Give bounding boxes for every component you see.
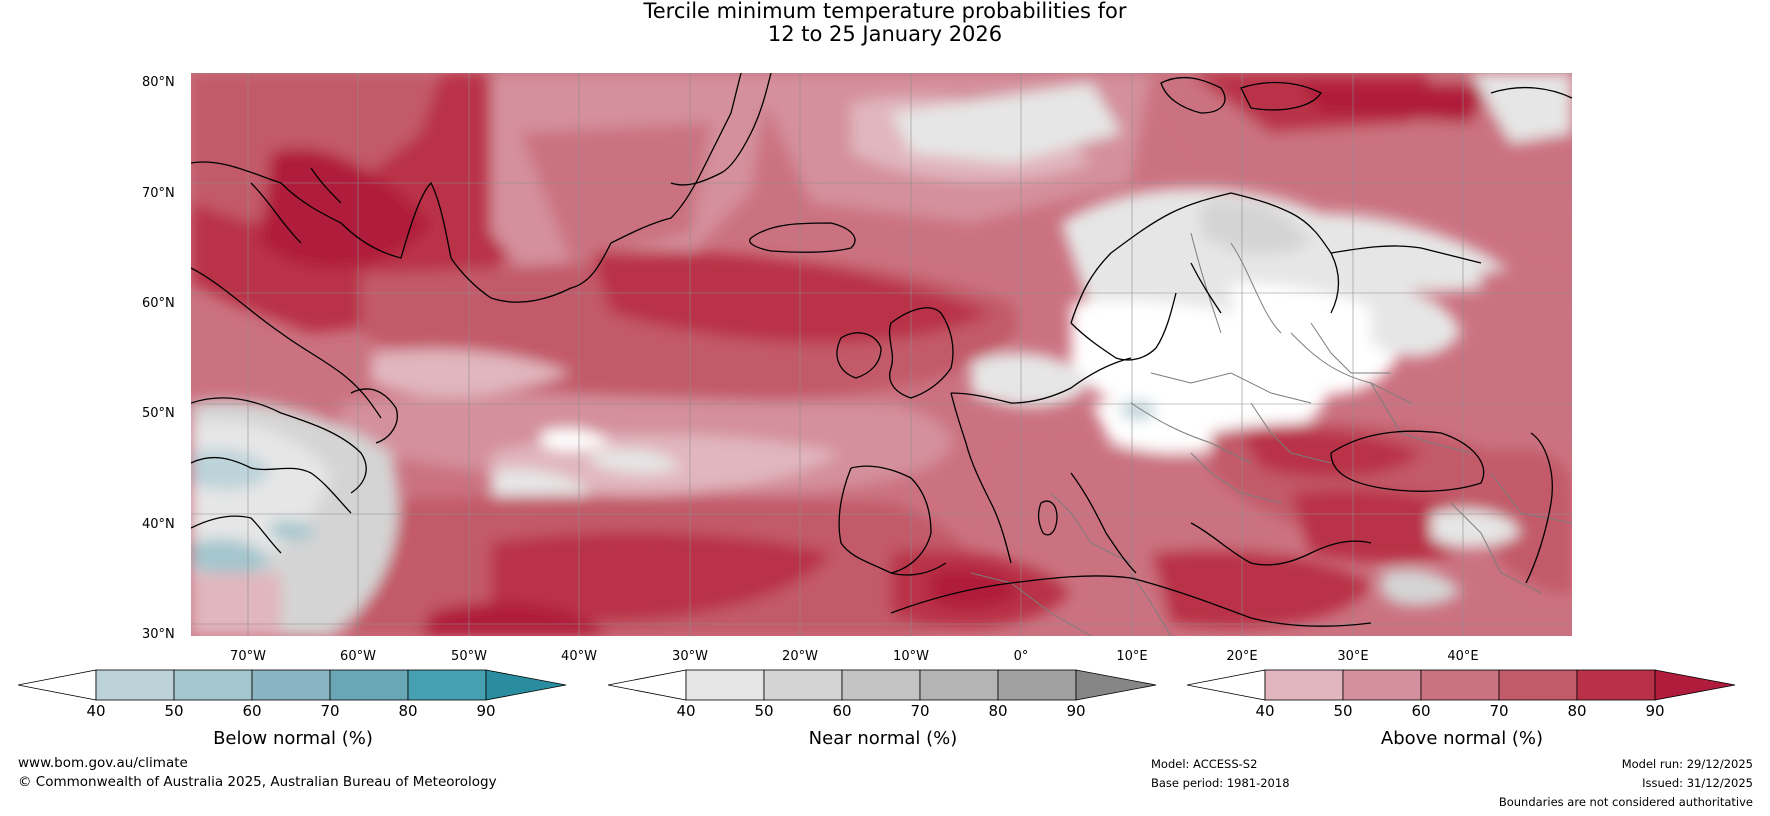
legend-below-normal: 40 50 60 70 80 90 Below normal (%) [18, 668, 568, 758]
legend-above-normal: 40 50 60 70 80 90 Above normal (%) [1187, 668, 1737, 758]
coastlines [191, 73, 1572, 627]
colorbar-above-upper-arrow [1654, 669, 1736, 701]
lon-label-40w: 40°W [561, 649, 597, 664]
probability-map [191, 73, 1572, 636]
legend-near-tick-90: 90 [1066, 702, 1086, 720]
legend-above-tick-90: 90 [1645, 702, 1665, 720]
graticule [191, 73, 1572, 636]
colorbar-below-bin-70-80 [329, 669, 409, 701]
lon-label-20w: 20°W [782, 649, 818, 664]
probability-map-canvas [191, 73, 1572, 636]
colorbar-above-lower-arrow [1187, 669, 1266, 701]
copyright-text: © Commonwealth of Australia 2025, Austra… [18, 774, 497, 790]
model-run-date: Model run: 29/12/2025 [1621, 757, 1753, 771]
colorbar-above-bin-50-60 [1342, 669, 1422, 701]
legend-below-title: Below normal (%) [213, 728, 373, 749]
legend-near-tick-80: 80 [988, 702, 1008, 720]
lon-label-60w: 60°W [340, 649, 376, 664]
colorbar-below-bin-50-60 [173, 669, 253, 701]
legend-near-tick-60: 60 [832, 702, 852, 720]
colorbar-above-bin-60-70 [1420, 669, 1500, 701]
colorbar-above-bin-80-90 [1576, 669, 1656, 701]
legend-below-tick-60: 60 [242, 702, 262, 720]
probability-field [191, 73, 1572, 636]
legend-below-tick-80: 80 [398, 702, 418, 720]
colorbar-near-lower-arrow [608, 669, 687, 701]
legend-above-tick-50: 50 [1333, 702, 1353, 720]
legend-near-tick-40: 40 [676, 702, 696, 720]
colorbar-near-bin-80-90 [997, 669, 1077, 701]
legend-above-tick-70: 70 [1489, 702, 1509, 720]
colorbar-near-normal [608, 669, 1157, 701]
issued-date: Issued: 31/12/2025 [1642, 776, 1753, 790]
map-title-line1: Tercile minimum temperature probabilitie… [643, 0, 1127, 23]
colorbar-near-upper-arrow [1075, 669, 1157, 701]
legend-below-tick-50: 50 [164, 702, 184, 720]
legend-above-title: Above normal (%) [1380, 728, 1544, 749]
lat-label-70n: 70°N [142, 186, 175, 201]
colorbar-below-lower-arrow [18, 669, 97, 701]
colorbar-below-bin-40-50 [95, 669, 175, 701]
colorbar-near-bin-60-70 [841, 669, 921, 701]
colorbar-above-bin-40-50 [1264, 669, 1344, 701]
country-boundaries [970, 232, 1572, 636]
lon-label-10e: 10°E [1116, 649, 1148, 664]
legend-near-tick-70: 70 [910, 702, 930, 720]
colorbar-below-normal [18, 669, 567, 701]
lat-label-80n: 80°N [142, 75, 175, 90]
lat-label-30n: 30°N [142, 627, 175, 642]
colorbar-above-bin-70-80 [1498, 669, 1578, 701]
colorbar-below-bin-60-70 [251, 669, 331, 701]
lon-label-10w: 10°W [893, 649, 929, 664]
lat-label-40n: 40°N [142, 517, 175, 532]
model-name: Model: ACCESS-S2 [1151, 757, 1258, 771]
legend-near-title: Near normal (%) [808, 728, 958, 749]
legend-below-tick-90: 90 [476, 702, 496, 720]
lon-label-50w: 50°W [451, 649, 487, 664]
website-link[interactable]: www.bom.gov.au/climate [18, 755, 188, 771]
lon-label-40e: 40°E [1447, 649, 1479, 664]
lat-label-50n: 50°N [142, 406, 175, 421]
colorbar-near-bin-70-80 [919, 669, 999, 701]
colorbar-below-bin-80-90 [407, 669, 487, 701]
lon-label-20e: 20°E [1226, 649, 1258, 664]
legend-above-tick-80: 80 [1567, 702, 1587, 720]
colorbar-near-bin-40-50 [685, 669, 765, 701]
map-title-line2: 12 to 25 January 2026 [767, 22, 1003, 46]
lon-label-0: 0° [1013, 649, 1029, 664]
legend-below-tick-70: 70 [320, 702, 340, 720]
colorbar-near-bin-50-60 [763, 669, 843, 701]
boundaries-disclaimer: Boundaries are not considered authoritat… [1498, 795, 1753, 809]
legend-below-tick-40: 40 [86, 702, 106, 720]
lon-label-30w: 30°W [672, 649, 708, 664]
legend-near-tick-50: 50 [754, 702, 774, 720]
base-period: Base period: 1981-2018 [1151, 776, 1290, 790]
colorbar-above-normal [1187, 669, 1736, 701]
legend-near-normal: 40 50 60 70 80 90 Near normal (%) [608, 668, 1158, 758]
map-title: Tercile minimum temperature probabilitie… [0, 0, 1770, 46]
lat-label-60n: 60°N [142, 296, 175, 311]
lon-label-30e: 30°E [1337, 649, 1369, 664]
colorbar-below-upper-arrow [485, 669, 567, 701]
lon-label-70w: 70°W [230, 649, 266, 664]
legend-above-tick-40: 40 [1255, 702, 1275, 720]
legend-above-tick-60: 60 [1411, 702, 1431, 720]
